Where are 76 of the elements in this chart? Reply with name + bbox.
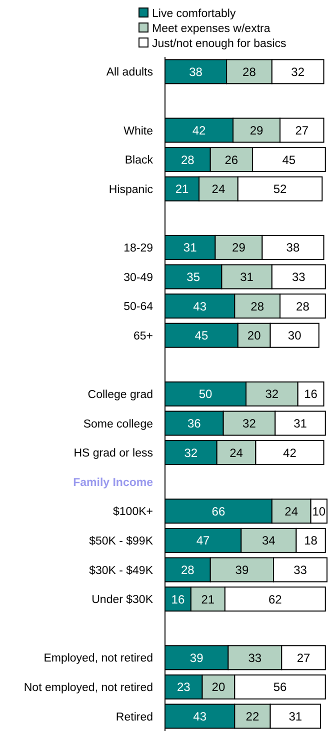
- data-label: 22: [246, 709, 260, 724]
- data-label: 32: [242, 416, 256, 430]
- legend-label: Live comfortably: [152, 8, 236, 20]
- data-label: 18: [304, 534, 318, 548]
- data-label: 27: [296, 650, 311, 665]
- data-label: 28: [296, 299, 310, 314]
- data-label: 50: [198, 387, 212, 402]
- y-tick-label: $30K - $49K: [89, 564, 154, 577]
- y-tick-label: Under $30K: [92, 594, 154, 606]
- data-label: 47: [196, 534, 210, 548]
- data-label: 28: [250, 299, 264, 314]
- y-tick-label: Retired: [116, 711, 153, 724]
- data-label: 16: [171, 592, 185, 606]
- data-label: 20: [247, 328, 262, 343]
- data-label: 33: [248, 650, 262, 665]
- data-label: 38: [189, 64, 203, 79]
- y-tick-label: 50-64: [124, 301, 154, 314]
- data-label: 23: [176, 680, 191, 694]
- legend-label: Meet expenses w/extra: [152, 23, 271, 36]
- data-label: 39: [235, 562, 249, 577]
- y-tick-label: Hispanic: [108, 184, 154, 196]
- y-tick-label: $100K+: [113, 506, 154, 518]
- data-label: 28: [181, 562, 195, 577]
- data-label: 43: [193, 299, 207, 314]
- data-label: 35: [186, 270, 200, 284]
- data-label: 24: [212, 182, 226, 196]
- data-label: 31: [288, 709, 302, 724]
- y-tick-label: 65+: [133, 330, 154, 342]
- legend-label: Just/not enough for basics: [152, 38, 286, 50]
- data-label: 56: [273, 680, 288, 694]
- data-label: 26: [224, 152, 238, 167]
- y-tick-label: 30-49: [124, 272, 153, 284]
- y-tick-label: Family Income: [73, 476, 153, 489]
- data-label: 21: [175, 182, 190, 196]
- data-label: 32: [184, 446, 198, 460]
- data-label: 10: [312, 504, 326, 518]
- data-label: 20: [212, 680, 226, 694]
- data-label: 29: [250, 123, 264, 138]
- data-label: 36: [187, 416, 202, 430]
- y-tick-label: All adults: [106, 66, 154, 79]
- y-tick-label: White: [124, 125, 153, 138]
- data-label: 31: [183, 240, 198, 255]
- y-tick-label: 18-29: [124, 242, 153, 254]
- data-label: 42: [283, 446, 297, 460]
- data-label: 38: [286, 240, 300, 255]
- data-label: 39: [190, 650, 204, 665]
- data-label: 24: [284, 504, 298, 518]
- data-label: 52: [273, 182, 288, 196]
- data-label: 45: [282, 152, 296, 167]
- data-label: 16: [304, 387, 318, 402]
- data-label: 42: [192, 123, 206, 138]
- data-label: 29: [232, 240, 246, 255]
- data-label: 31: [294, 416, 308, 430]
- data-label: 33: [292, 270, 306, 284]
- y-tick-label: Black: [124, 154, 154, 167]
- data-label: 66: [212, 504, 226, 518]
- data-label: 62: [268, 592, 282, 606]
- data-label: 43: [193, 709, 207, 724]
- y-tick-label: HS grad or less: [74, 448, 154, 460]
- data-label: 27: [295, 123, 309, 138]
- y-tick-label: Not employed, not retired: [24, 682, 153, 694]
- data-label: 34: [262, 534, 276, 548]
- y-tick-label: Employed, not retired: [44, 652, 153, 665]
- y-tick-label: Some college: [83, 418, 153, 430]
- data-label: 32: [291, 64, 305, 79]
- y-tick-label: $50K - $99K: [89, 535, 154, 548]
- data-label: 28: [242, 64, 256, 79]
- data-label: 33: [294, 562, 308, 577]
- data-label: 31: [240, 270, 254, 284]
- data-label: 28: [181, 152, 195, 167]
- data-label: 45: [194, 328, 208, 343]
- data-label: 30: [288, 328, 302, 343]
- data-label: 24: [230, 446, 244, 460]
- data-label: 32: [265, 387, 279, 402]
- y-tick-label: College grad: [88, 388, 153, 401]
- data-label: 21: [201, 592, 215, 606]
